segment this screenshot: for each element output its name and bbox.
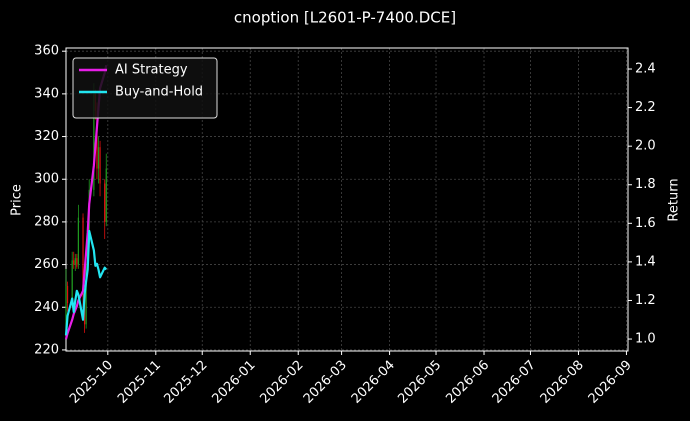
candle-body: [77, 217, 80, 265]
candle-body: [71, 260, 73, 303]
candle-body: [82, 217, 84, 297]
series-line: [64, 229, 108, 336]
candle-body: [73, 260, 75, 265]
candle-body: [76, 258, 78, 267]
y2-tick-label: 2.4: [635, 62, 656, 77]
chart-title: cnoption [L2601-P-7400.DCE]: [234, 9, 456, 27]
y2-tick-label: 1.8: [635, 177, 656, 192]
y-tick-label: 360: [34, 44, 59, 59]
y2-tick-label: 1.2: [635, 293, 656, 308]
y-tick-label: 300: [34, 172, 59, 187]
candle-body: [65, 285, 67, 329]
y-axis-label: Price: [10, 184, 25, 216]
candle-body: [105, 168, 107, 222]
y2-tick-label: 1.4: [635, 254, 656, 269]
legend-box: [72, 57, 218, 119]
y2-tick-label: 1.0: [635, 332, 656, 347]
candle-body: [99, 147, 101, 184]
candle-body: [97, 147, 100, 169]
candle-body: [74, 258, 76, 265]
y-tick-label: 260: [34, 257, 59, 272]
y2-axis-label: Return: [667, 178, 682, 221]
candle-body: [85, 268, 87, 325]
y2-tick-label: 2.2: [635, 100, 656, 115]
candle-body: [104, 183, 106, 222]
plot-frame: [65, 47, 629, 352]
candle-body: [66, 285, 69, 303]
y2-tick-label: 1.6: [635, 216, 656, 231]
y-tick-label: 240: [34, 300, 59, 315]
y-tick-label: 340: [34, 86, 59, 101]
legend-label: Buy-and-Hold: [115, 85, 203, 100]
candle-body: [93, 93, 95, 190]
legend-label: AI Strategy: [115, 63, 188, 78]
y-tick-label: 280: [34, 214, 59, 229]
y-tick-label: 320: [34, 129, 59, 144]
y2-tick-label: 2.0: [635, 139, 656, 154]
y-tick-label: 220: [34, 342, 59, 357]
